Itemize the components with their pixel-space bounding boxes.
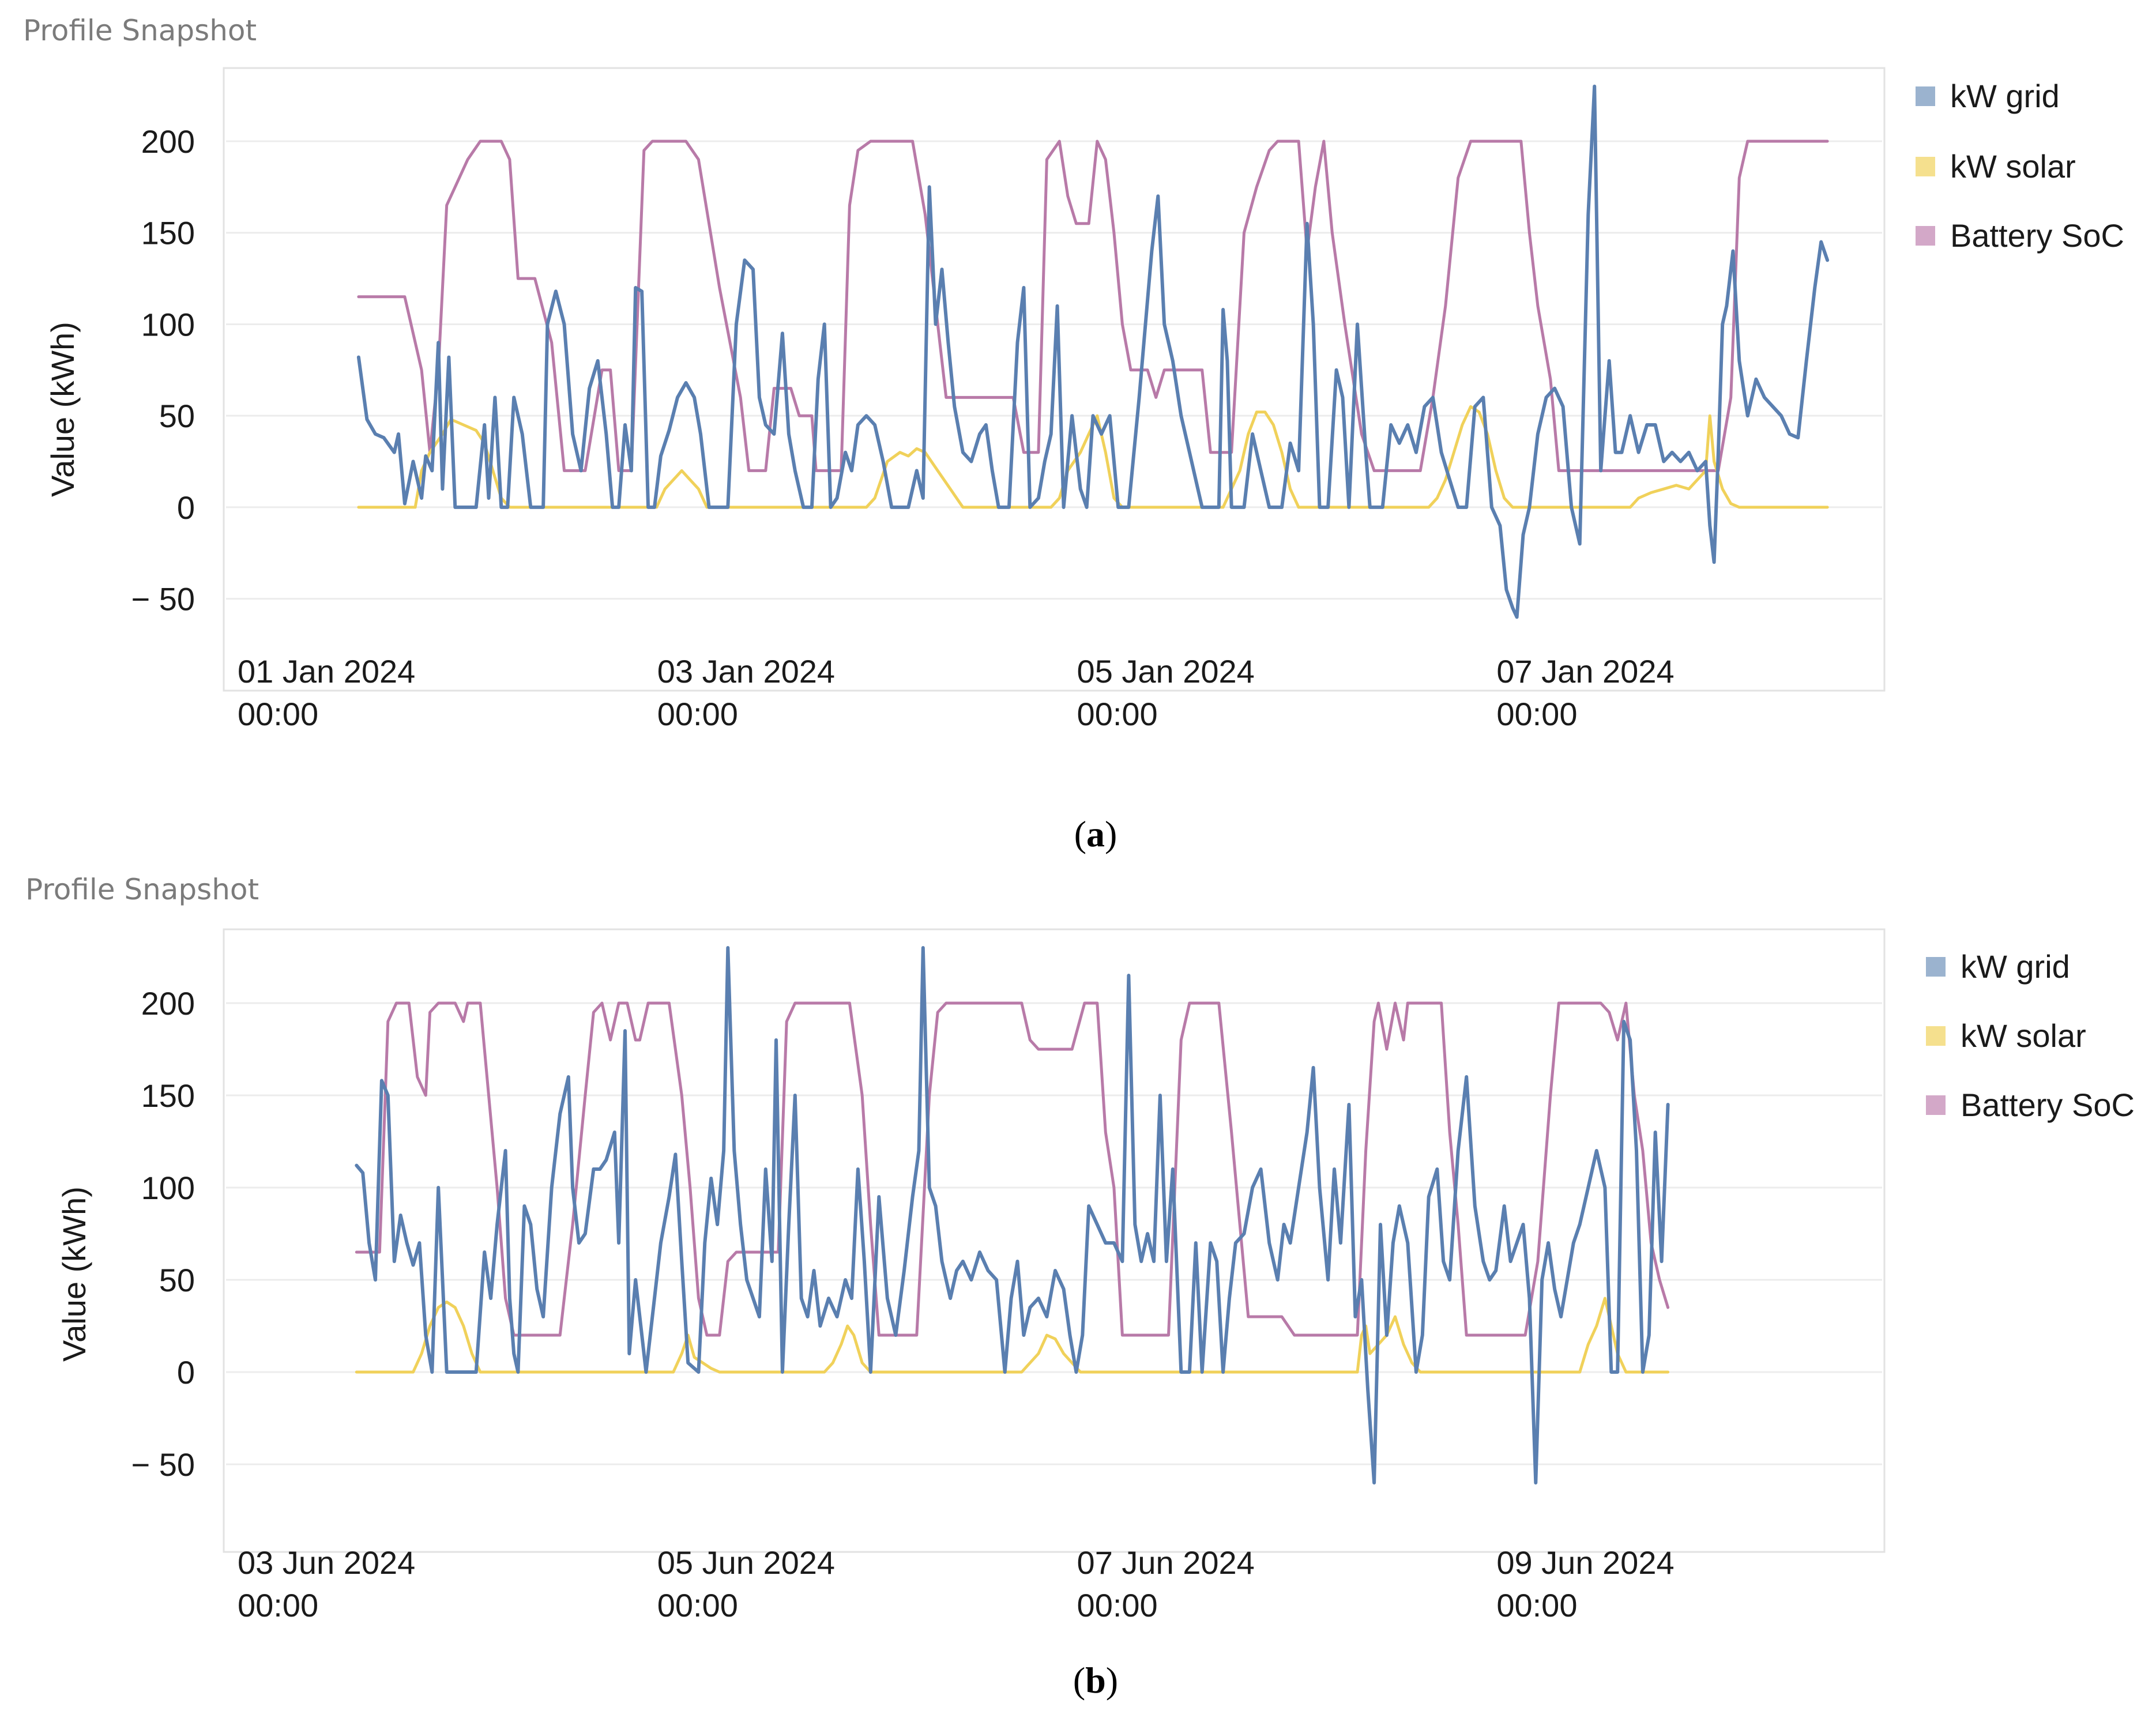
legend: kW grid kW solar Battery SoC <box>1916 78 2124 254</box>
x-tick-label: 03 Jun 2024 <box>238 1544 415 1581</box>
series-layer <box>355 946 1670 1484</box>
x-axis: 01 Jan 2024 00:00 03 Jan 2024 00:00 05 Jan 2… <box>238 653 1675 732</box>
x-tick-label: 00:00 <box>1077 696 1158 732</box>
x-tick-label: 00:00 <box>657 1587 738 1623</box>
legend-label-grid: kW grid <box>1961 948 2070 985</box>
y-axis: 200 150 100 50 0 − 50 <box>131 985 195 1483</box>
x-tick-label: 07 Jun 2024 <box>1077 1544 1255 1581</box>
legend-swatch-solar <box>1916 157 1935 176</box>
plot-frame <box>223 928 1886 1553</box>
series-line-solar <box>355 1297 1670 1374</box>
series-line-soc <box>357 140 1829 472</box>
x-tick-label: 00:00 <box>238 1587 318 1623</box>
series-line-soc <box>355 1001 1670 1337</box>
panel-title: Profile Snapshot <box>25 873 259 906</box>
chart-panel-a: Profile Snapshot 200 150 100 50 0 − 50 01 Jan… <box>23 14 2124 854</box>
y-tick-label: 150 <box>141 1077 195 1114</box>
legend-label-soc: Battery SoC <box>1950 217 2124 254</box>
y-tick-label: 0 <box>177 1354 195 1391</box>
x-tick-label: 09 Jun 2024 <box>1496 1544 1674 1581</box>
y-axis: 200 150 100 50 0 − 50 <box>131 123 195 617</box>
legend-swatch-grid <box>1916 86 1935 106</box>
panel-caption: (b) <box>1073 1660 1118 1701</box>
y-tick-label: 200 <box>141 123 195 160</box>
y-axis-label: Value (kWh) <box>56 1186 92 1362</box>
legend: kW grid kW solar Battery SoC <box>1926 948 2135 1123</box>
plot-frame <box>223 67 1886 692</box>
legend-label-grid: kW grid <box>1950 78 2060 114</box>
legend-swatch-soc <box>1926 1095 1946 1115</box>
series-layer <box>356 84 1830 619</box>
x-tick-label: 03 Jan 2024 <box>657 653 835 689</box>
y-axis-label: Value (kWh) <box>44 322 81 497</box>
y-tick-label: 0 <box>177 489 195 526</box>
x-tick-label: 05 Jun 2024 <box>657 1544 835 1581</box>
legend-swatch-grid <box>1926 957 1946 977</box>
y-tick-label: 50 <box>159 398 195 434</box>
panel-title: Profile Snapshot <box>23 14 257 47</box>
y-tick-label: 200 <box>141 985 195 1022</box>
caption-letter: a <box>1086 813 1105 854</box>
chart-panel-b: Profile Snapshot 200 150 100 50 0 − 50 03 Jun… <box>25 873 2135 1701</box>
x-tick-label: 00:00 <box>657 696 738 732</box>
y-tick-label: − 50 <box>131 1446 195 1483</box>
panel-caption: (a) <box>1074 813 1117 854</box>
y-tick-label: 50 <box>159 1262 195 1298</box>
x-tick-label: 00:00 <box>238 696 318 732</box>
x-axis: 03 Jun 2024 00:00 05 Jun 2024 00:00 07 Jun 2… <box>238 1544 1675 1623</box>
y-tick-label: 150 <box>141 215 195 251</box>
series-line-grid <box>355 946 1670 1484</box>
y-tick-label: 100 <box>141 306 195 342</box>
legend-swatch-solar <box>1926 1026 1946 1046</box>
legend-swatch-soc <box>1916 226 1935 246</box>
legend-label-solar: kW solar <box>1950 148 2076 184</box>
x-tick-label: 00:00 <box>1496 696 1577 732</box>
x-tick-label: 00:00 <box>1496 1587 1577 1623</box>
series-line-grid <box>356 84 1830 619</box>
x-tick-label: 01 Jan 2024 <box>238 653 415 689</box>
legend-label-soc: Battery SoC <box>1961 1087 2135 1123</box>
y-tick-label: − 50 <box>131 581 195 617</box>
y-tick-label: 100 <box>141 1170 195 1206</box>
x-tick-label: 07 Jan 2024 <box>1496 653 1674 689</box>
x-tick-label: 00:00 <box>1077 1587 1158 1623</box>
legend-label-solar: kW solar <box>1961 1018 2086 1054</box>
caption-letter: b <box>1085 1660 1106 1701</box>
x-tick-label: 05 Jan 2024 <box>1077 653 1255 689</box>
series-line-solar <box>357 405 1829 509</box>
